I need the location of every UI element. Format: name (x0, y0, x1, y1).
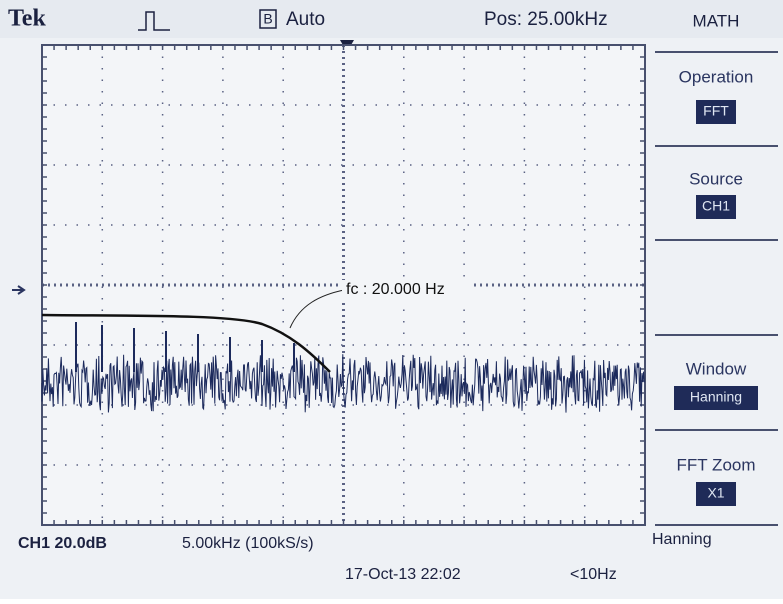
trace-layer (41, 322, 645, 413)
filter-curve (41, 313, 331, 373)
window-status: Hanning (652, 531, 712, 548)
menu-label: Window (686, 359, 747, 378)
brand: Tek (8, 6, 46, 32)
menu-title: MATH (693, 11, 740, 30)
menu-value: X1 (707, 485, 724, 501)
horizontal-position: Pos: 25.00kHz (484, 9, 608, 30)
menu-label: Operation (679, 67, 754, 86)
menu-value: CH1 (702, 198, 730, 214)
annotation-background (342, 280, 470, 300)
header-bar (0, 0, 783, 38)
trigger-icon (138, 11, 170, 31)
cutoff-annotation: fc : 20.000 Hz (346, 281, 445, 298)
annotation-leader (289, 289, 345, 329)
trigger-source-box (259, 9, 277, 29)
menu-value: FFT (703, 103, 729, 119)
trigger-source: B (263, 11, 272, 27)
noise-trace (41, 354, 645, 413)
menu-label: Source (689, 169, 743, 188)
menu-value-box (696, 195, 736, 219)
menu-value-box (696, 482, 736, 506)
menu-value: Hanning (690, 389, 742, 405)
menu-value-box (696, 100, 736, 124)
channel-scale: CH1 20.0dB (18, 535, 107, 552)
menu-value-box (674, 386, 758, 410)
trigger-frequency: <10Hz (570, 566, 617, 583)
trigger-mode: Auto (286, 9, 325, 30)
date-time: 17-Oct-13 22:02 (345, 566, 461, 583)
horizontal-scale: 5.00kHz (100kS/s) (182, 535, 314, 552)
side-menu: Operation FFT Source CH1 Window Hanning FFT Zo… (655, 51, 778, 526)
math-ground-marker (12, 285, 26, 295)
menu-label: FFT Zoom (676, 455, 755, 474)
